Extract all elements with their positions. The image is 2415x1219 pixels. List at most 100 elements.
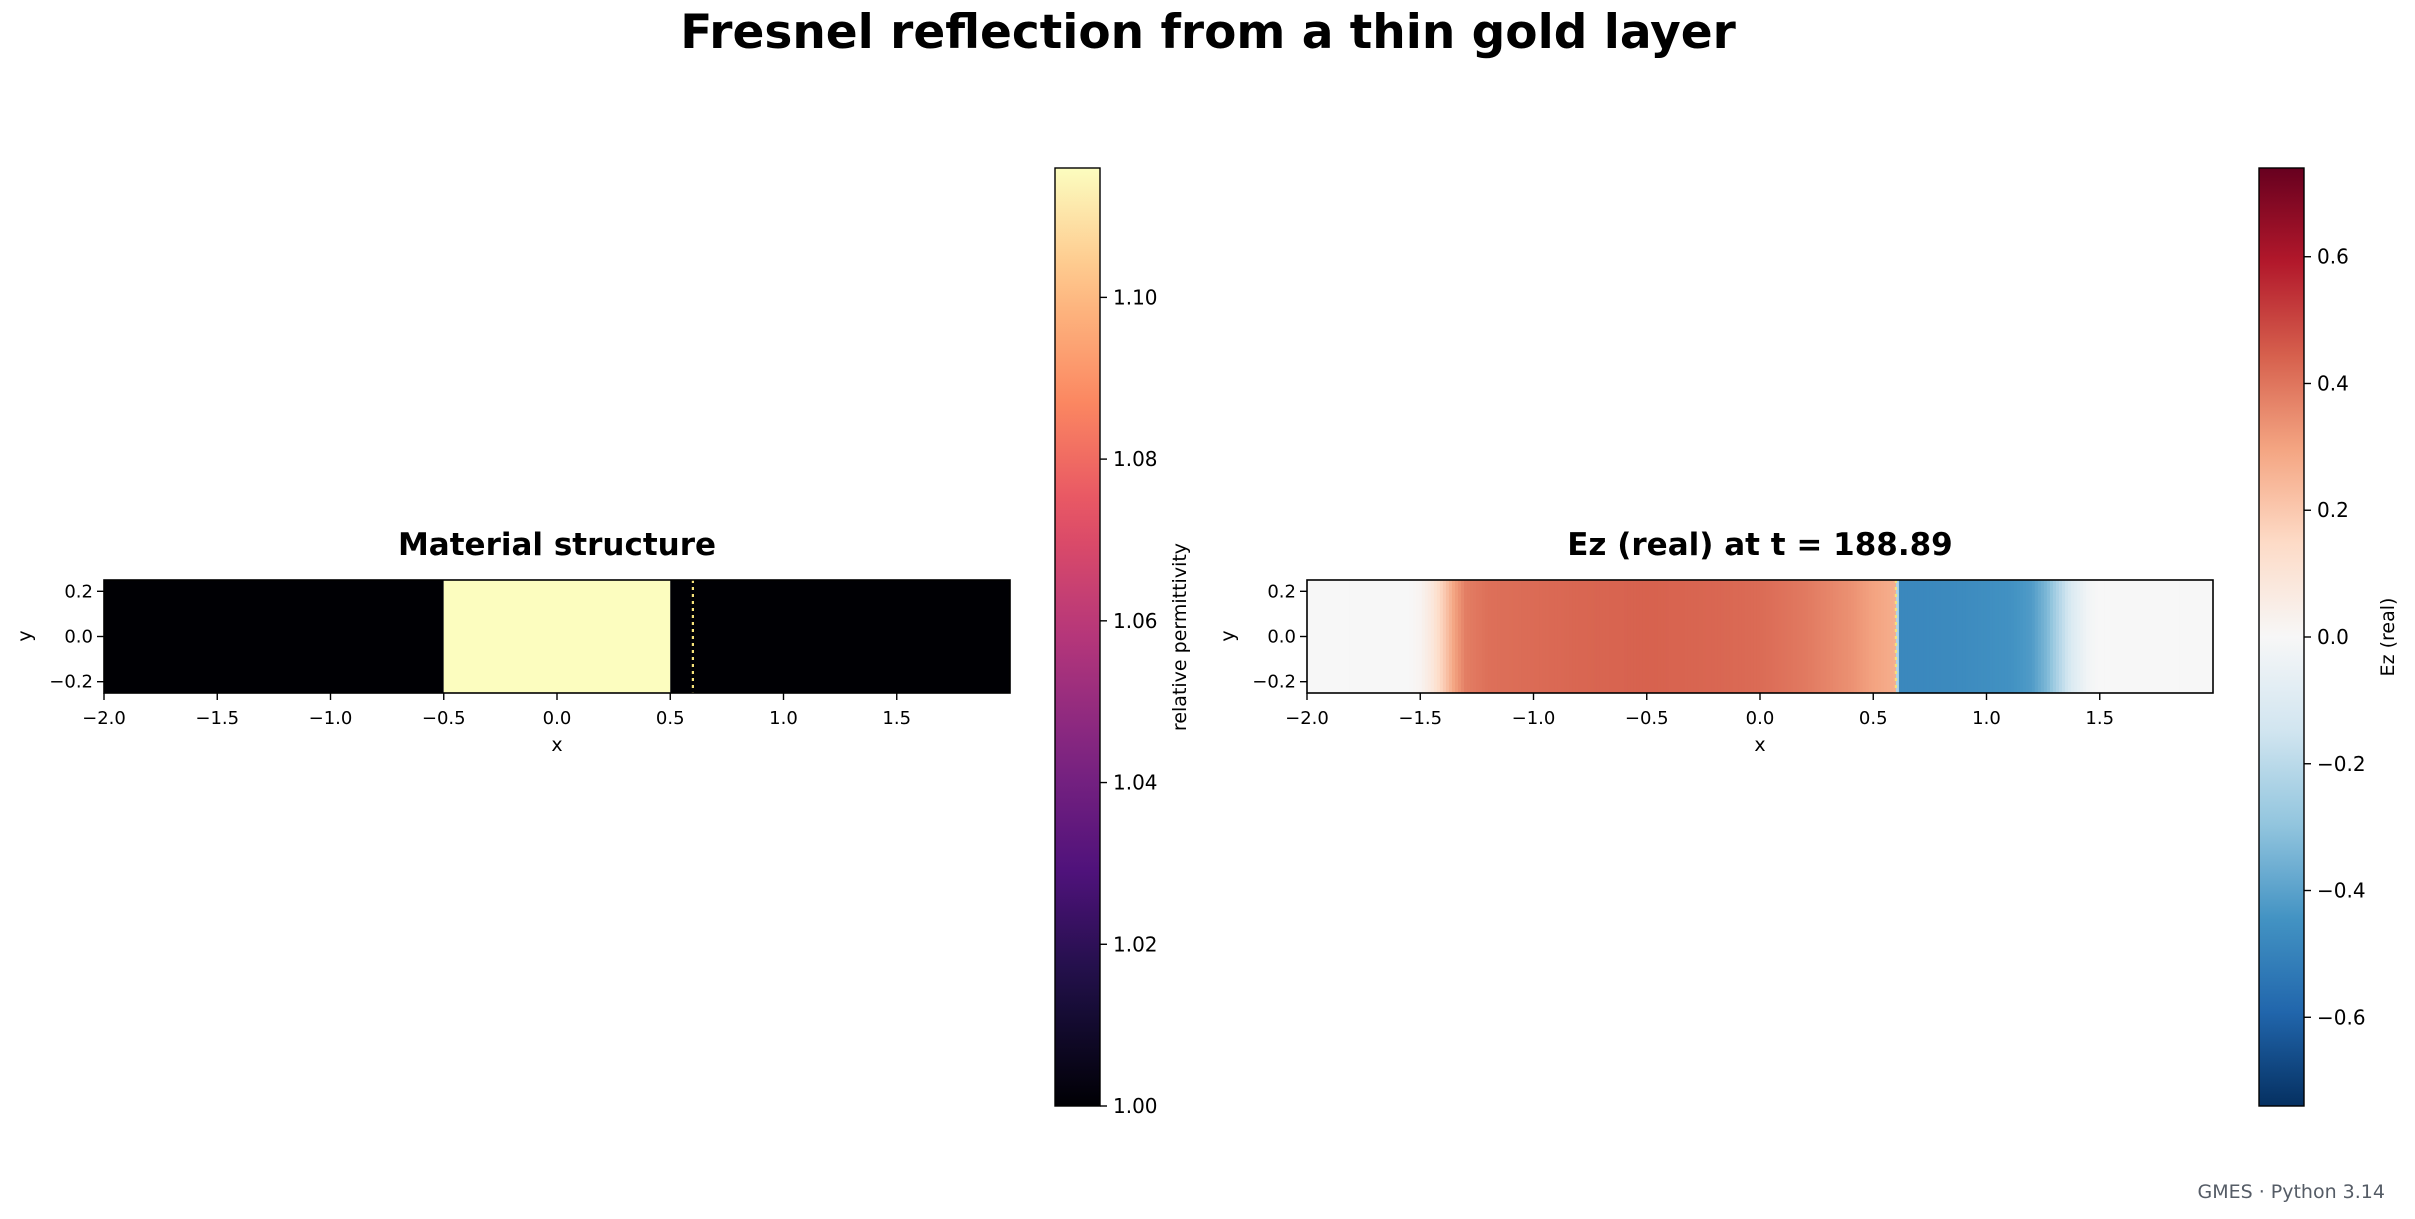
- field-cell: [1675, 580, 1680, 693]
- field-cell: [1488, 580, 1492, 693]
- field-cell: [2182, 580, 2187, 693]
- field-cell: [2122, 580, 2127, 693]
- field-cell: [2203, 580, 2208, 693]
- colorbar-gradient: [2258, 167, 2305, 1107]
- field-cell: [2001, 580, 2006, 693]
- field-cell: [1388, 580, 1393, 693]
- field-cell: [1729, 580, 1734, 693]
- field-cell: [1319, 580, 1323, 693]
- field-cell: [1974, 580, 1979, 693]
- field-cell: [1968, 580, 1972, 693]
- field-cell: [2197, 580, 2202, 693]
- colorbar-tick-label: 1.00: [1113, 1094, 1158, 1118]
- field-cell: [2167, 580, 2172, 693]
- field-cell: [1793, 580, 1797, 693]
- field-cell: [1986, 580, 1991, 693]
- colorbar-gradient: [1054, 167, 1101, 1107]
- field-cell: [1980, 580, 1985, 693]
- x-axis-ticks: −2.0 −1.5 −1.0 −0.5 0.0 0.5 1.0 1.5: [82, 693, 911, 729]
- field-cell: [1666, 580, 1670, 693]
- field-cell: [2191, 580, 2196, 693]
- field-cell: [1778, 580, 1782, 693]
- field-cell: [1421, 580, 1426, 693]
- field-cell: [2028, 580, 2033, 693]
- field-cell: [1841, 580, 1846, 693]
- field-cell: [1956, 580, 1960, 693]
- field-cell: [1636, 580, 1640, 693]
- x-tick-label: −1.0: [1512, 708, 1556, 729]
- field-cell: [1454, 580, 1459, 693]
- field-cell: [2107, 580, 2111, 693]
- field-cell: [2019, 580, 2024, 693]
- field-cell: [1874, 580, 1879, 693]
- field-cell: [1609, 580, 1613, 693]
- field-cell: [1663, 580, 1667, 693]
- field-cell: [1935, 580, 1939, 693]
- field-cell: [2143, 580, 2148, 693]
- field-cell: [1705, 580, 1710, 693]
- field-cell: [1624, 580, 1628, 693]
- field-cell: [1763, 580, 1767, 693]
- field-cell: [1385, 580, 1390, 693]
- field-cell: [1938, 580, 1942, 693]
- field-cell: [1992, 580, 1997, 693]
- field-cell: [1726, 580, 1731, 693]
- field-cell: [1766, 580, 1770, 693]
- field-cell: [1461, 580, 1465, 693]
- field-cell: [1769, 580, 1773, 693]
- field-cell: [1545, 580, 1550, 693]
- field-cell: [2155, 580, 2160, 693]
- field-cell: [1430, 580, 1435, 693]
- x-tick-label: 0.5: [656, 708, 685, 729]
- field-cell: [1805, 580, 1809, 693]
- field-cell: [1394, 580, 1399, 693]
- field-cell: [1349, 580, 1353, 693]
- material-structure-title: Material structure: [398, 527, 716, 563]
- field-cell: [2046, 580, 2051, 693]
- field-cell: [1835, 580, 1840, 693]
- field-cell: [2209, 580, 2214, 693]
- field-cell: [1947, 580, 1951, 693]
- field-cell: [1424, 580, 1429, 693]
- field-cell: [1467, 580, 1471, 693]
- x-tick-label: −0.5: [1625, 708, 1669, 729]
- field-cell: [1953, 580, 1957, 693]
- field-cell: [1343, 580, 1347, 693]
- field-cell: [1376, 580, 1381, 693]
- field-cell: [1325, 580, 1329, 693]
- field-cell: [2016, 580, 2021, 693]
- field-cell: [2200, 580, 2205, 693]
- field-cell: [1557, 580, 1562, 693]
- field-cell: [1470, 580, 1474, 693]
- field-cell: [1337, 580, 1341, 693]
- field-cell: [1708, 580, 1713, 693]
- field-cell: [1868, 580, 1873, 693]
- field-colorbar: −0.6 −0.4 −0.2 0.0 0.2 0.4 0.6: [2258, 167, 2366, 1107]
- field-cell: [1400, 580, 1405, 693]
- field-cell: [1521, 580, 1526, 693]
- figure-title: Fresnel reflection from a thin gold laye…: [680, 5, 1736, 60]
- field-cell: [2010, 580, 2015, 693]
- field-cell: [1820, 580, 1825, 693]
- field-cell: [1379, 580, 1384, 693]
- field-cell: [1693, 580, 1698, 693]
- field-cell: [1814, 580, 1818, 693]
- colorbar-tick-label: −0.6: [2317, 1005, 2366, 1029]
- colorbar-tick-label: −0.4: [2317, 879, 2366, 903]
- field-cell: [2158, 580, 2163, 693]
- field-cell: [1802, 580, 1806, 693]
- field-cell: [1838, 580, 1843, 693]
- field-cell: [1448, 580, 1453, 693]
- field-cell: [2176, 580, 2181, 693]
- field-cell: [1527, 580, 1532, 693]
- field-cell: [1361, 580, 1365, 693]
- colorbar-tick-label: 0.6: [2317, 245, 2349, 269]
- x-tick-label: 1.5: [882, 708, 911, 729]
- field-cell: [2101, 580, 2105, 693]
- field-cell: [2095, 580, 2099, 693]
- colorbar-tick-label: 1.04: [1113, 771, 1158, 795]
- field-cell: [1901, 580, 1906, 693]
- field-cell: [1808, 580, 1812, 693]
- field-cell: [1340, 580, 1344, 693]
